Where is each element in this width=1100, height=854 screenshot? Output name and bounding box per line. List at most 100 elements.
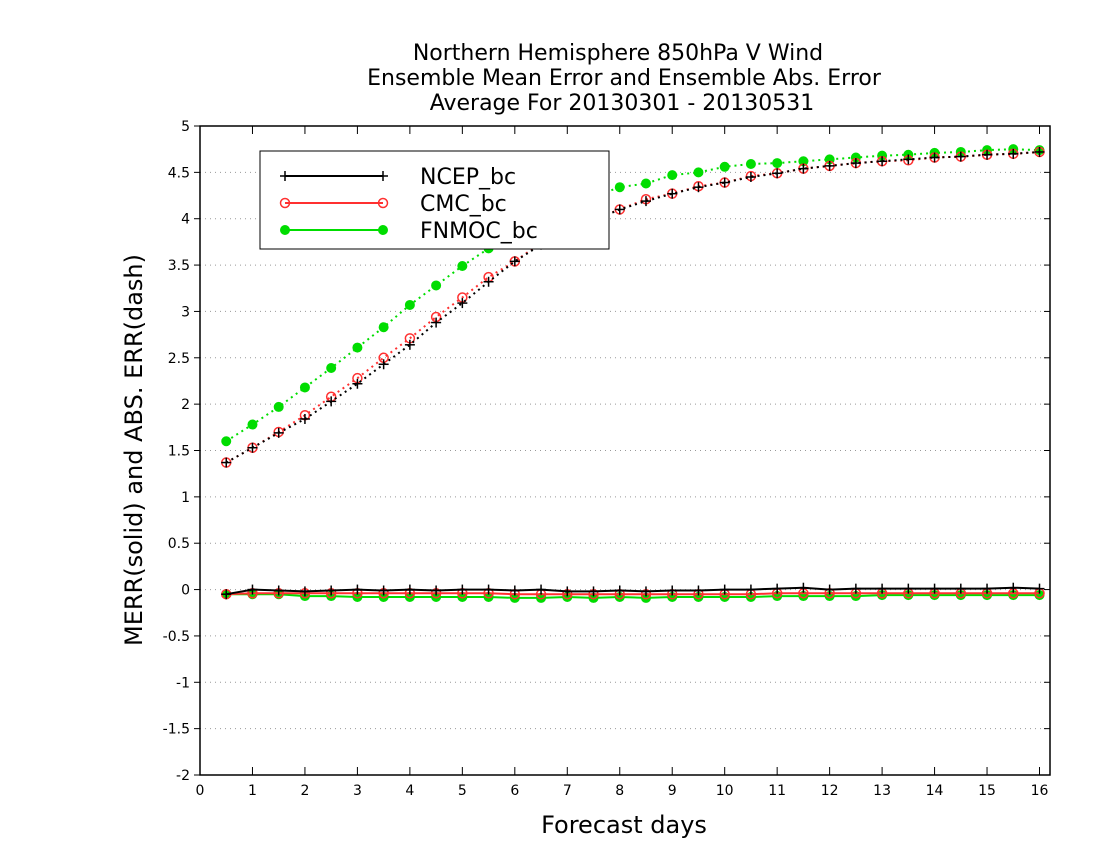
ncep-bc-mean-err-point: [719, 584, 730, 595]
x-tick-label: 12: [821, 783, 839, 799]
y-tick-label: -1: [176, 675, 190, 691]
ncep-bc-mean-err-point: [640, 586, 651, 597]
ncep-bc-mean-err-point: [824, 584, 835, 595]
ncep-bc-abs-err-point: [352, 378, 363, 389]
ncep-bc-mean-err-point: [378, 585, 389, 596]
legend-marker: [280, 225, 290, 235]
ncep-bc-mean-err-point: [693, 585, 704, 596]
y-tick-label: -1.5: [163, 722, 190, 738]
fnmoc-bc-abs-err-point: [745, 159, 756, 170]
ncep-bc-abs-err-point: [299, 413, 310, 424]
y-tick-label: 4.5: [168, 165, 190, 181]
ncep-bc-abs-err-point: [877, 156, 888, 167]
x-tick-label: 14: [926, 783, 944, 799]
ncep-bc-mean-err-point: [955, 583, 966, 594]
fnmoc-bc-abs-err-point: [667, 170, 678, 181]
y-tick-label: 1: [181, 490, 190, 506]
legend-label: FNMOC_bc: [420, 219, 538, 244]
ncep-bc-mean-err-point: [588, 586, 599, 597]
x-tick-label: 8: [615, 783, 624, 799]
ncep-bc-mean-err-point: [457, 584, 468, 595]
ncep-bc-abs-err-point: [772, 168, 783, 179]
ncep-bc-abs-err-point: [824, 160, 835, 171]
x-tick-label: 11: [768, 783, 786, 799]
ncep-bc-abs-err-point: [955, 151, 966, 162]
ncep-bc-abs-err-point: [667, 188, 678, 199]
axes: -2-1.5-1-0.500.511.522.533.544.550 1 2 3 4 5 6…: [163, 119, 1050, 799]
legend-item-cmc-bc: CMC_bc: [279, 192, 507, 217]
ncep-bc-abs-err-point: [929, 152, 940, 163]
legend-item-ncep-bc: NCEP_bc: [280, 165, 516, 190]
ncep-bc-mean-err-point: [614, 585, 625, 596]
ncep-bc-mean-err-point: [483, 584, 494, 595]
ncep-bc-mean-err-point: [299, 586, 310, 597]
fnmoc-bc-abs-err-point: [247, 419, 258, 430]
fnmoc-bc-abs-err-point: [404, 299, 415, 310]
y-tick-label: 5: [181, 119, 190, 135]
chart-title-line-3: Average For 20130301 - 20130531: [430, 91, 815, 116]
x-tick-label: 6: [510, 783, 519, 799]
ncep-bc-mean-err-point: [536, 584, 547, 595]
x-tick-label: 7: [563, 783, 572, 799]
ncep-bc-abs-err-point: [378, 359, 389, 370]
x-tick-label: 16: [1031, 783, 1049, 799]
cmc-bc-mean-err-line: [226, 592, 1040, 596]
legend-marker: [378, 225, 388, 235]
y-tick-label: -0.5: [163, 629, 190, 645]
series-layer: [220, 144, 1045, 603]
ncep-bc-mean-err-point: [562, 586, 573, 597]
fnmoc-bc-abs-err-point: [693, 167, 704, 178]
ncep-bc-mean-err-point: [221, 589, 232, 600]
y-tick-label: 3.5: [168, 258, 190, 274]
ncep-bc-mean-err-point: [667, 585, 678, 596]
ncep-bc-abs-err-point: [640, 196, 651, 207]
fnmoc-bc-abs-err-point: [326, 362, 337, 373]
ncep-bc-abs-err-point: [326, 396, 337, 407]
chart-title-line-2: Ensemble Mean Error and Ensemble Abs. Er…: [367, 66, 882, 91]
ncep-bc-abs-err-point: [850, 158, 861, 169]
ncep-bc-abs-err-point: [483, 276, 494, 287]
x-tick-label: 15: [978, 783, 996, 799]
legend-marker: [279, 197, 291, 209]
fnmoc-bc-abs-err-point: [719, 161, 730, 172]
ncep-bc-abs-err-point: [693, 182, 704, 193]
ncep-bc-mean-err-point: [509, 585, 520, 596]
ncep-bc-mean-err-point: [1034, 583, 1045, 594]
ncep-bc-abs-err-point: [798, 163, 809, 174]
ncep-bc-abs-err-point: [982, 149, 993, 160]
x-tick-label: 3: [353, 783, 362, 799]
legend-item-fnmoc-bc: FNMOC_bc: [280, 219, 538, 244]
ncep-bc-mean-err-point: [1008, 582, 1019, 593]
fnmoc-bc-abs-err-point: [352, 342, 363, 353]
fnmoc-bc-abs-err-point: [640, 178, 651, 189]
ncep-bc-abs-err-point: [1034, 146, 1045, 157]
x-tick-label: 9: [668, 783, 677, 799]
fnmoc-bc-abs-err-point: [299, 382, 310, 393]
y-tick-label: 2: [181, 397, 190, 413]
grid-lines: [200, 171, 1050, 730]
x-tick-label: 5: [458, 783, 467, 799]
ncep-bc-mean-err-point: [850, 583, 861, 594]
ncep-bc-mean-err-point: [247, 584, 258, 595]
legend-marker: [280, 171, 290, 181]
ncep-bc-mean-err-point: [772, 583, 783, 594]
legend-marker: [378, 171, 388, 181]
ncep-bc-abs-err-point: [719, 177, 730, 188]
fnmoc-bc-abs-err-point: [378, 322, 389, 333]
fnmoc-bc-abs-err-point: [772, 158, 783, 169]
y-tick-label: 1.5: [168, 444, 190, 460]
ncep-bc-mean-err-point: [903, 583, 914, 594]
y-tick-label: -2: [176, 768, 190, 784]
ncep-bc-mean-err-point: [798, 582, 809, 593]
ncep-bc-abs-err-point: [457, 298, 468, 309]
x-tick-label: 13: [873, 783, 891, 799]
ncep-bc-mean-err-point: [431, 585, 442, 596]
ncep-bc-mean-err-point: [273, 585, 284, 596]
y-tick-label: 3: [181, 304, 190, 320]
y-tick-label: 4: [181, 212, 190, 228]
fnmoc-bc-abs-err-point: [614, 182, 625, 193]
y-tick-label: 0.5: [168, 536, 190, 552]
ncep-bc-mean-err-point: [352, 584, 363, 595]
